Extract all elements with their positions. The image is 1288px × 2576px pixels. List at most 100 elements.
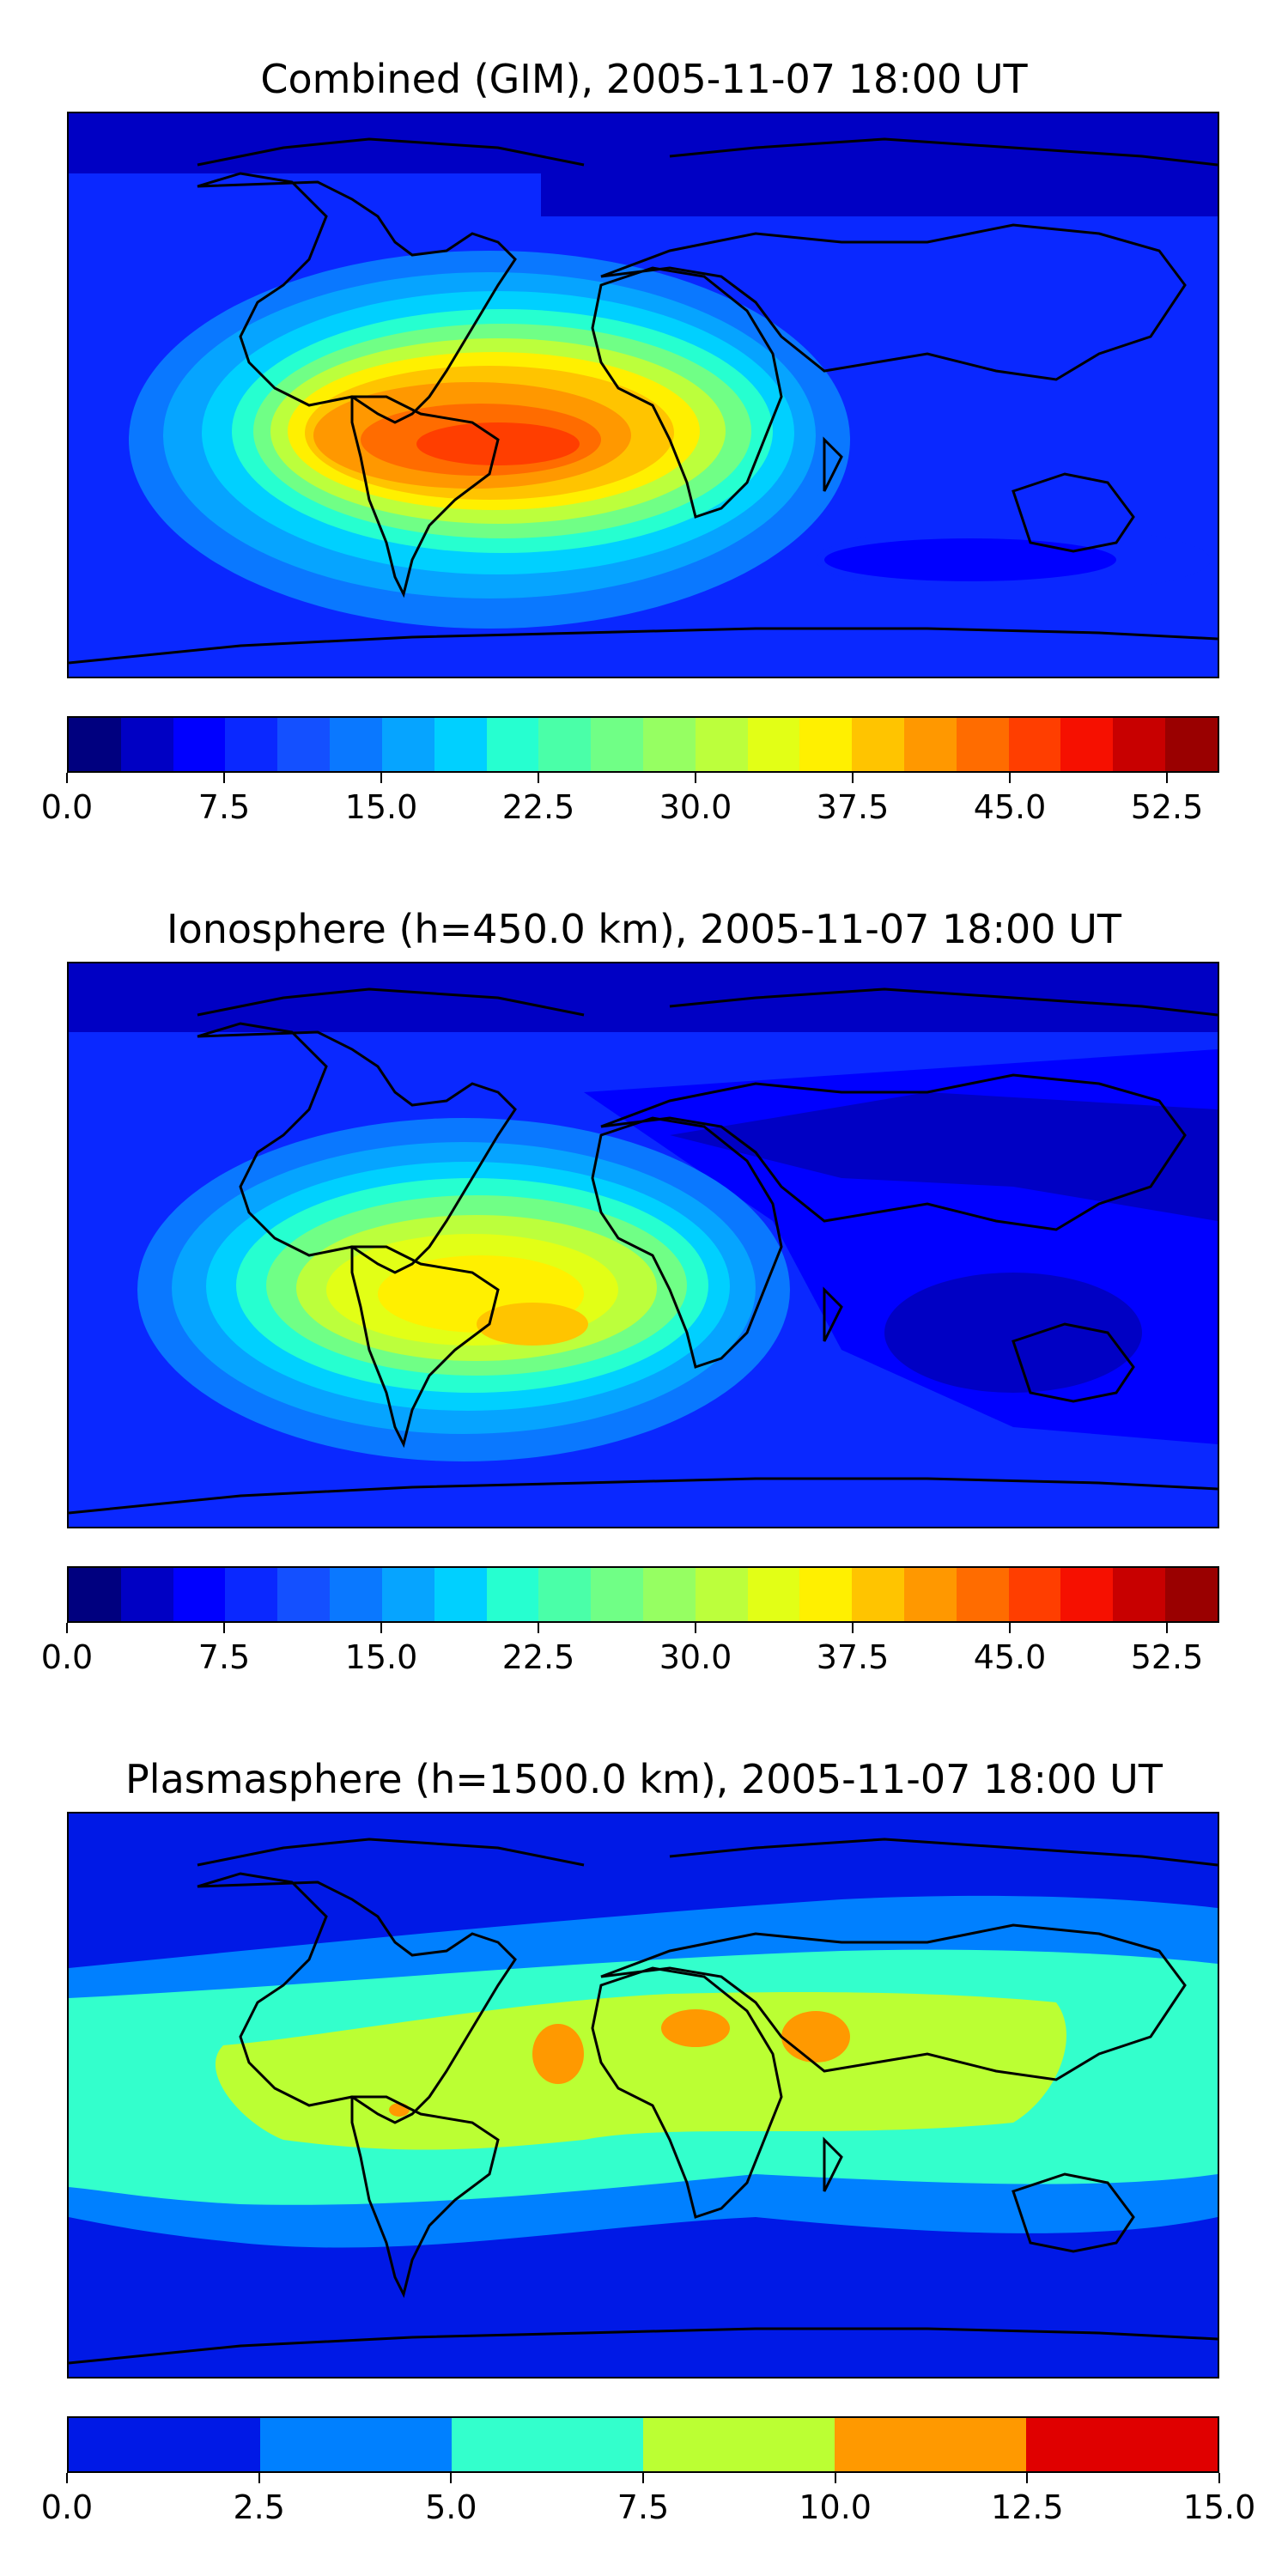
panel3-peaks (389, 2009, 850, 2117)
colorbar-tick (1009, 773, 1011, 783)
colorbar-tick (1166, 773, 1168, 783)
colorbar-tick-label: 45.0 (973, 788, 1047, 826)
colorbar-swatch (643, 2418, 835, 2471)
colorbar-swatch (695, 1568, 748, 1621)
colorbar-tick-label: 15.0 (1182, 2488, 1256, 2526)
colorbar-tick (1166, 1623, 1168, 1633)
colorbar-tick-label: 15.0 (344, 1638, 418, 1676)
colorbar-tick-label: 45.0 (973, 1638, 1047, 1676)
colorbar-tick (1009, 1623, 1011, 1633)
colorbar-swatch (452, 2418, 643, 2471)
panel3-peak-andes (389, 2103, 410, 2117)
panel2-colorbar-ticks: 0.0 7.5 15.0 22.5 30.0 37.5 45.0 52.5 (41, 1623, 1219, 1683)
colorbar-swatch (642, 718, 696, 771)
colorbar-swatch (120, 718, 173, 771)
colorbar-swatch (225, 718, 278, 771)
colorbar-swatch (120, 1568, 173, 1621)
panel2-asia-low (670, 1092, 1218, 1221)
panel3-colorbar (67, 2416, 1219, 2473)
panel1-colorbar-ticks: 0.0 7.5 15.0 22.5 30.0 37.5 45.0 52.5 (41, 773, 1219, 833)
colorbar-tick (258, 2473, 260, 2483)
colorbar-swatch (69, 718, 121, 771)
colorbar-swatch (799, 718, 853, 771)
colorbar-swatch (538, 718, 592, 771)
colorbar-swatch (904, 1568, 957, 1621)
panel3-peak-horn (781, 2011, 850, 2063)
colorbar-swatch (330, 1568, 382, 1621)
colorbar-tick (380, 1623, 382, 1633)
colorbar-tick-label: 0.0 (40, 1638, 94, 1676)
colorbar-tick-label: 7.5 (197, 1638, 251, 1676)
colorbar-tick-label: 37.5 (816, 1638, 890, 1676)
colorbar-swatch (277, 1568, 331, 1621)
colorbar-swatch (1008, 718, 1061, 771)
colorbar-swatch (904, 718, 957, 771)
colorbar-swatch (330, 718, 382, 771)
colorbar-swatch (486, 718, 539, 771)
colorbar-tick-label: 7.5 (197, 788, 251, 826)
colorbar-swatch (642, 1568, 696, 1621)
colorbar-tick-label: 0.0 (40, 2488, 94, 2526)
colorbar-tick (66, 2473, 68, 2483)
panel1-title: Combined (GIM), 2005-11-07 18:00 UT (260, 56, 1028, 102)
panel2-colorbar (67, 1566, 1219, 1623)
panel1-north-low (541, 139, 1218, 216)
panel2-contours (137, 1118, 790, 1461)
colorbar-tick (1026, 2473, 1029, 2483)
colorbar-swatch (434, 718, 487, 771)
colorbar-tick-label: 52.5 (1130, 788, 1204, 826)
colorbar-tick (538, 1623, 539, 1633)
colorbar-tick-label: 37.5 (816, 788, 890, 826)
colorbar-swatch (747, 1568, 800, 1621)
colorbar-swatch (381, 718, 434, 771)
colorbar-tick-label: 22.5 (501, 788, 575, 826)
colorbar-tick-label: 10.0 (799, 2488, 872, 2526)
colorbar-swatch (260, 2418, 452, 2471)
colorbar-swatch (381, 1568, 434, 1621)
colorbar-swatch (591, 718, 643, 771)
colorbar-swatch (69, 1568, 121, 1621)
panel3-peak-atlantic (532, 2024, 584, 2084)
colorbar-tick-label: 0.0 (40, 788, 94, 826)
panel3-colorbar-ticks: 0.0 2.5 5.0 7.5 10.0 12.5 15.0 (41, 2473, 1255, 2533)
colorbar-tick-label: 15.0 (344, 788, 418, 826)
colorbar-swatch (1060, 718, 1114, 771)
colorbar-swatch (277, 718, 331, 771)
colorbar-tick (538, 773, 539, 783)
colorbar-swatch (1008, 1568, 1061, 1621)
colorbar-swatch (852, 1568, 904, 1621)
colorbar-tick-label: 22.5 (501, 1638, 575, 1676)
panel2-title: Ionosphere (h=450.0 km), 2005-11-07 18:0… (167, 906, 1121, 952)
colorbar-tick (450, 2473, 453, 2483)
panel2-map (67, 962, 1219, 1528)
panel3-map (67, 1812, 1219, 2379)
colorbar-swatch (538, 1568, 592, 1621)
colorbar-tick (66, 773, 68, 783)
colorbar-swatch (69, 2418, 260, 2471)
colorbar-tick-label: 2.5 (233, 2488, 285, 2526)
panel1-map (67, 112, 1219, 678)
colorbar-swatch (956, 1568, 1009, 1621)
panel1-south-low (824, 538, 1116, 581)
colorbar-tick-label: 30.0 (659, 1638, 732, 1676)
colorbar-tick (852, 1623, 854, 1633)
panel2-coastlines (69, 987, 1218, 1515)
colorbar-swatch (225, 1568, 278, 1621)
panel3-band-lvl3 (215, 1992, 1066, 2150)
colorbar-swatch (852, 718, 904, 771)
colorbar-swatch (695, 718, 748, 771)
panel1-coastlines (69, 137, 1218, 665)
colorbar-swatch (1026, 2418, 1218, 2471)
panel1-colorbar (67, 716, 1219, 773)
colorbar-tick-label: 30.0 (659, 788, 732, 826)
colorbar-swatch (835, 2418, 1026, 2471)
colorbar-tick-label: 12.5 (991, 2488, 1064, 2526)
colorbar-tick-label: 7.5 (617, 2488, 670, 2526)
panel3-coastlines (69, 1838, 1218, 2365)
colorbar-tick (695, 1623, 696, 1633)
panel2-polar-cap (69, 963, 1218, 1032)
colorbar-tick (695, 773, 696, 783)
colorbar-tick (223, 1623, 225, 1633)
colorbar-swatch (1060, 1568, 1114, 1621)
colorbar-swatch (173, 1568, 226, 1621)
